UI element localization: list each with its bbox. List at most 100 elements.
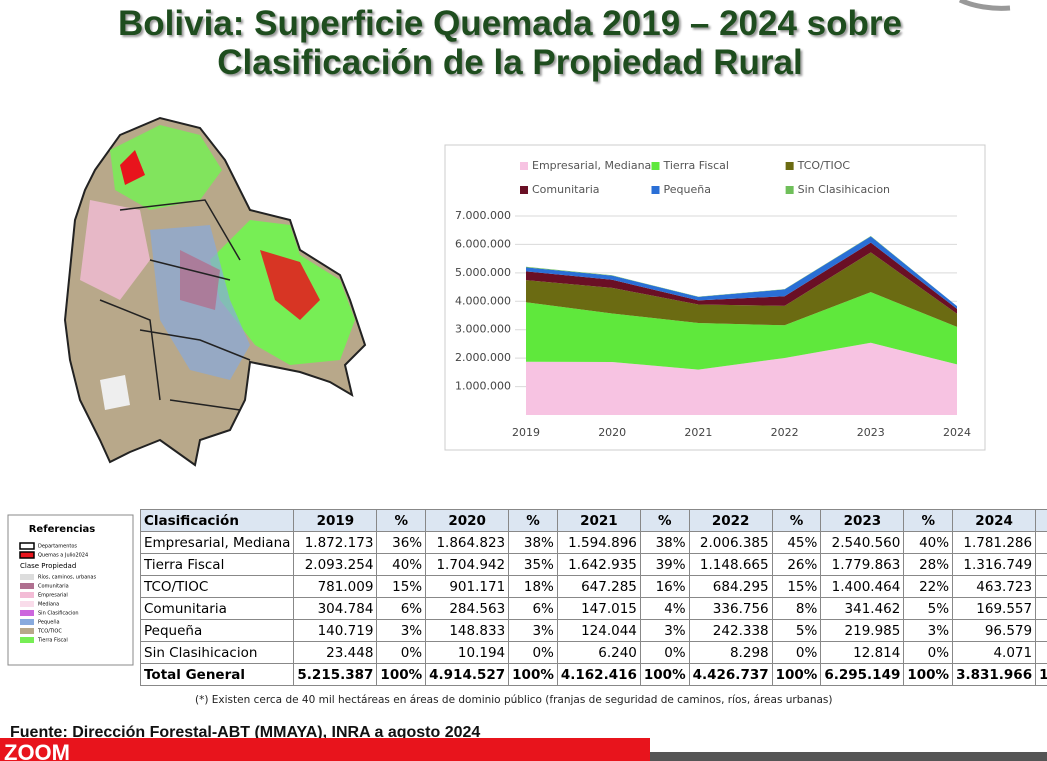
table-cell: 35% [508,553,558,576]
y-tick-label: 4.000.000 [455,294,511,307]
table-cell: 1.316.749 [952,553,1037,576]
banner: ZOOM [0,738,650,761]
legend-swatch [20,601,34,607]
area-series [526,342,957,415]
table-cell: 1.400.464 [820,575,905,598]
table-cell: 8.298 [688,641,773,664]
table-cell: 22% [903,575,954,598]
department-border [99,199,251,411]
table-row: Pequeña 140.719 3% 148.833 3% 124.044 3% 242.33… [139,619,1047,642]
table-cell: 4% [639,597,690,620]
table-cell: 219.985 [820,619,905,642]
table-cell: 304.784 [293,597,378,620]
table-cell: 5% [771,619,822,642]
table-cell: 169.557 [952,597,1037,620]
legend-label: Ríos, caminos, urbanas [38,574,96,581]
legend-label: Pequeña [664,183,711,196]
table-cell: 6% [376,597,427,620]
header-cell: % [376,509,427,532]
header-cell: % [771,509,822,532]
table-cell: 5% [903,597,954,620]
header-cell: 2021 [556,509,641,532]
table-cell: 96.579 [952,619,1037,642]
legend-swatch [20,592,34,598]
x-tick-label: 2024 [943,426,971,439]
table-cell: 26% [771,553,822,576]
header-cell: % [1035,509,1047,532]
table-row: Empresarial, Mediana 1.872.173 36% 1.864.82… [139,531,1047,554]
slide-title: Bolivia: Superficie Quemada 2019 – 2024 … [0,4,1020,82]
table-cell: 1.779.863 [820,553,905,576]
table-cell: 100% [508,663,558,686]
table-row: Sin Clasihicacion 23.448 0% 10.194 0% 6.240 0%… [139,641,1047,664]
table-row: Total General 5.215.387 100% 4.914.527 100% 4… [139,663,1047,686]
table-cell: 0% [771,641,822,664]
table-cell: Comunitaria [139,597,295,620]
y-tick-label: 6.000.000 [455,237,511,250]
table-cell: 147.015 [556,597,641,620]
table-cell: 3% [376,619,427,642]
legend-swatch [20,628,34,634]
table-cell: 781.009 [293,575,378,598]
table-cell: 5.215.387 [293,663,378,686]
y-tick-label: 3.000.000 [455,323,511,336]
y-tick-label: 2.000.000 [455,351,511,364]
table-cell: 4.426.737 [688,663,773,686]
header-cell: 2023 [820,509,905,532]
header-cell: 2022 [688,509,773,532]
legend-label: Comunitaria [532,183,600,196]
legend-label: Comunitaria [38,584,69,590]
y-tick-label: 7.000.000 [455,209,511,222]
table-cell: Sin Clasihicacion [139,641,295,664]
table-cell: 2.006.385 [688,531,773,554]
header-cell: 2019 [293,509,378,532]
table-cell: 12% [1035,575,1047,598]
table-cell: 647.285 [556,575,641,598]
legend-label: Quemas a Julio2024 [38,553,88,559]
legend-swatch [20,610,34,616]
legend-label: Pequeña [38,620,60,626]
table-cell: 1.642.935 [556,553,641,576]
legend-label: TCO/TIOC [37,629,62,635]
legend-label: Tierra Fiscal [663,159,729,172]
table-cell: 40% [376,553,427,576]
title-line: Clasificación de la Propiedad Rural [217,43,803,82]
footnote: (*) Existen cerca de 40 mil hectáreas en… [195,694,833,706]
legend-swatch [520,186,528,194]
table-cell: 18% [508,575,558,598]
legend-label: TCO/TIOC [797,159,851,172]
header-cell: 2020 [425,509,510,532]
title-line: Bolivia: Superficie Quemada 2019 – 2024 … [118,4,902,43]
legend-title: Referencias [29,524,96,535]
table-cell: 1.781.286 [952,531,1037,554]
table-cell: 0% [639,641,690,664]
legend-swatch [20,583,34,589]
table-cell: 16% [639,575,690,598]
table-cell: 901.171 [425,575,510,598]
table-row: TCO/TIOC 781.009 15% 901.171 18% 647.285 16% 68… [139,575,1047,598]
table-cell: 46% [1035,531,1047,554]
table-row: Comunitaria 304.784 6% 284.563 6% 147.015 4% 33… [139,597,1047,620]
legend-label: Empresarial, Mediana [532,159,651,172]
table-cell: 3% [1035,619,1047,642]
legend-swatch [19,551,35,559]
legend-label: Sin Clasificacion [38,611,79,617]
table-cell: Empresarial, Mediana [139,531,295,554]
map-area [180,250,220,310]
legend-label: Sin Clasihicacion [798,183,890,196]
table-body: Empresarial, Mediana 1.872.173 36% 1.864.82… [139,531,1047,686]
legend-subtitle: Clase Propiedad [20,562,76,570]
table-cell: 15% [376,575,427,598]
table-cell: 6.295.149 [820,663,905,686]
x-tick-label: 2019 [512,426,540,439]
legend-label: Empresarial [38,593,68,599]
legend-swatch [785,186,794,194]
table-cell: 36% [376,531,427,554]
table-cell: 4% [1035,597,1047,620]
table-cell: 100% [376,663,427,686]
y-tick-label: 5.000.000 [455,266,511,279]
header-cell: % [903,509,954,532]
table-cell: 6% [508,597,558,620]
